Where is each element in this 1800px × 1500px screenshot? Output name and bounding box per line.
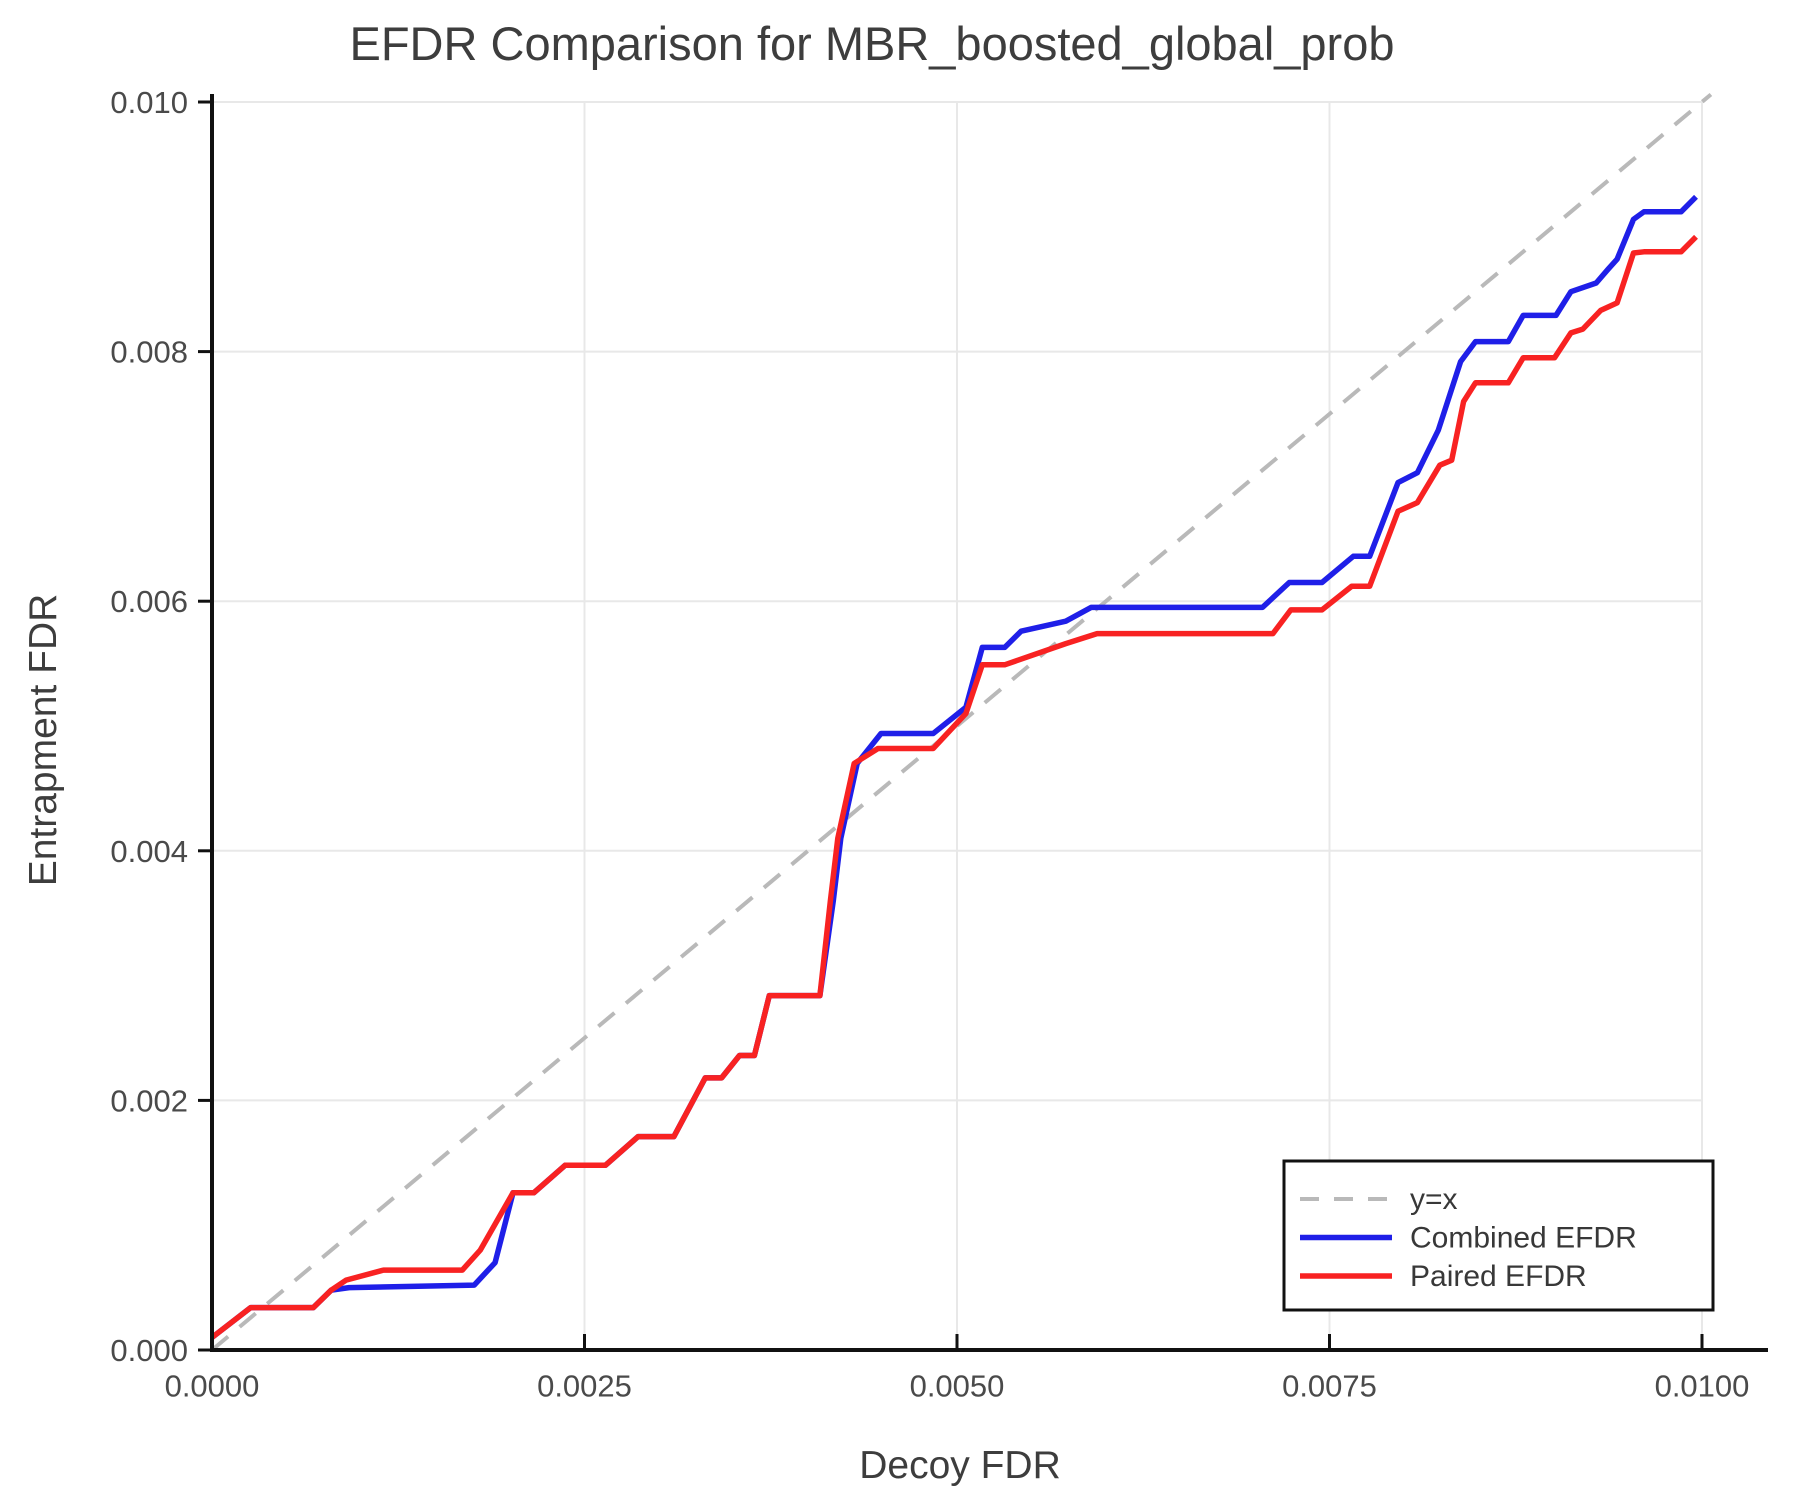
legend-label-combined-efdr: Combined EFDR — [1410, 1222, 1637, 1255]
chart-title: EFDR Comparison for MBR_boosted_global_p… — [350, 17, 1395, 70]
axes — [198, 94, 1768, 1352]
x-axis-label: Decoy FDR — [859, 1444, 1061, 1487]
legend-entry-combined-efdr: Combined EFDR — [1300, 1222, 1637, 1255]
tick-labels: 0.0000 0.0025 0.0050 0.0075 0.0100 0.000 0.002… — [110, 85, 1749, 1403]
legend-label-y-x: y=x — [1410, 1183, 1458, 1216]
y-tick-label-0.006: 0.006 — [110, 584, 188, 619]
y-tick-label-0.000: 0.000 — [110, 1333, 188, 1368]
x-tick-label-0.0100: 0.0100 — [1655, 1368, 1750, 1403]
legend-entry-paired-efdr: Paired EFDR — [1300, 1260, 1587, 1293]
y-tick-label-0.010: 0.010 — [110, 85, 188, 120]
y-tick-label-0.008: 0.008 — [110, 335, 188, 370]
x-tick-label-0.0075: 0.0075 — [1282, 1368, 1377, 1403]
x-tick-label-0.0025: 0.0025 — [537, 1368, 632, 1403]
x-tick-label-0.0050: 0.0050 — [910, 1368, 1005, 1403]
y-tick-label-0.004: 0.004 — [110, 834, 188, 869]
series-line-paired-efdr — [210, 234, 1698, 1340]
legend-label-paired-efdr: Paired EFDR — [1410, 1260, 1587, 1293]
legend: y=x Combined EFDR Paired EFDR — [1282, 1159, 1715, 1312]
x-tick-label-0.0000: 0.0000 — [165, 1368, 260, 1403]
series-lines — [210, 92, 1713, 1352]
y-tick-label-0.002: 0.002 — [110, 1083, 188, 1118]
legend-entry-y-x: y=x — [1300, 1183, 1458, 1216]
y-axis-label: Entrapment FDR — [22, 594, 65, 887]
